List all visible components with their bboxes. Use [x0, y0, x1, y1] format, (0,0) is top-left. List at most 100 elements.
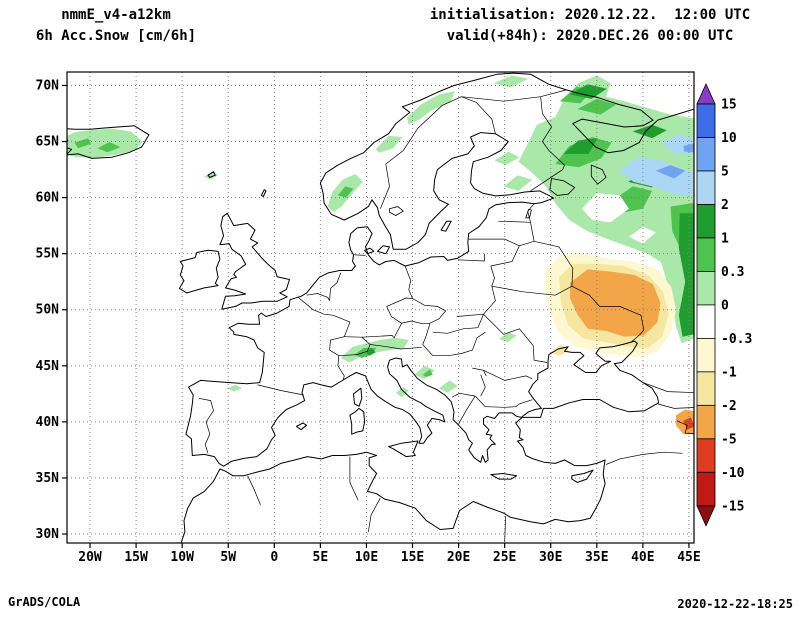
border-path [477, 314, 484, 328]
border-path [386, 297, 447, 325]
border-path [306, 293, 330, 301]
snow-region-green [422, 369, 433, 377]
border-path [344, 323, 402, 339]
border-path [457, 253, 485, 262]
colorbar-label: 0 [721, 298, 729, 313]
border-path [198, 397, 214, 454]
plot-frame [66, 71, 695, 544]
x-tick-label: 5W [220, 550, 236, 565]
country-borders [198, 89, 694, 542]
run-time-block: initialisation: 2020.12.22. 12:00 UTC va… [415, 5, 765, 47]
border-path [422, 323, 431, 345]
x-axis: 20W 15W 10W 5W 0 5E 10E 15E 20E 25E 30E 35E 40E 45E [78, 543, 701, 565]
snow-region-green [577, 98, 617, 115]
y-tick-label: 60N [36, 191, 60, 206]
coastline-path [260, 189, 267, 197]
x-tick-label: 0 [270, 550, 278, 565]
border-path [530, 96, 565, 192]
y-axis: 30N 35N 40N 45N 50N 55N 60N 65N 70N [36, 78, 67, 542]
snow-region-light_green [204, 171, 219, 180]
colorbar-band [696, 137, 716, 172]
snow-region-light_green [407, 91, 455, 125]
coastlines [67, 72, 694, 543]
snow-region-light_green [67, 128, 143, 158]
snow-region-light_green [493, 75, 529, 88]
border-path [498, 220, 531, 223]
y-tick-label: 70N [36, 78, 60, 93]
border-path [504, 516, 506, 542]
snow-region-dark_green [365, 347, 376, 356]
colorbar-label: 5 [721, 164, 729, 179]
snow-region-pale_yellow [550, 344, 570, 356]
snow-region-light_green [227, 384, 243, 392]
x-tick-label: 15W [124, 550, 148, 565]
snow-region-light_green [499, 332, 517, 343]
y-tick-label: 65N [36, 135, 60, 150]
colorbar-band [696, 103, 716, 138]
lake-outline [549, 178, 576, 196]
border-path [349, 456, 359, 501]
snow-region-dark_green [678, 213, 694, 337]
border-path [534, 240, 574, 287]
border-path [247, 475, 261, 506]
snow-region-red [683, 417, 694, 430]
colorbar-label: 2 [721, 198, 729, 213]
border-path [461, 89, 567, 102]
coastline-path [349, 407, 366, 435]
init-time: initialisation: 2020.12.22. 12:00 UTC [429, 7, 751, 23]
colorbar-label: -2 [721, 399, 737, 414]
border-path [483, 369, 533, 381]
colorbar-label: -5 [721, 432, 737, 447]
snow-region-green [337, 186, 354, 198]
border-path [485, 399, 533, 408]
coastline-path [180, 72, 694, 543]
x-tick-label: 20W [78, 550, 102, 565]
border-path [456, 313, 484, 317]
coastline-path [178, 249, 221, 294]
border-path [379, 96, 462, 209]
snow-region-white [582, 193, 629, 223]
snow-region-light_green [395, 387, 409, 398]
border-path [519, 222, 535, 247]
snow-region-light_green [494, 151, 520, 166]
coastline-path [295, 422, 308, 431]
y-tick-label: 30N [36, 527, 60, 542]
colorbar-band [696, 204, 716, 239]
lakes [389, 164, 607, 219]
valid-time: valid(+84h): 2020.DEC.26 00:00 UTC [446, 28, 734, 44]
coastline-path [388, 440, 419, 458]
x-tick-label: 25E [493, 550, 516, 565]
snow-region-dark_green [569, 84, 607, 99]
x-tick-label: 10E [355, 550, 378, 565]
snow-region-orange [570, 269, 661, 337]
x-tick-label: 45E [677, 550, 700, 565]
y-tick-label: 55N [36, 247, 60, 262]
colorbar-label: 0.3 [721, 265, 744, 280]
colorbar-band [696, 404, 716, 440]
colorbar-band [696, 337, 716, 373]
border-path [432, 327, 478, 334]
x-tick-label: 5E [313, 550, 329, 565]
snow-region-dark_green [563, 138, 598, 154]
colorbar-arrow-top [696, 83, 716, 105]
colorbar-band [696, 271, 716, 306]
coastline-path [67, 125, 150, 159]
snow-region-white [629, 226, 656, 244]
border-path [490, 245, 520, 267]
border-path [483, 313, 548, 363]
snow-region-light_green [375, 135, 403, 153]
border-path [676, 420, 694, 435]
border-path [458, 395, 476, 425]
snow-region-light_blue [655, 165, 686, 179]
colorbar-band [696, 170, 716, 205]
snow-region-dark_green [632, 124, 667, 139]
field-name: 6h Acc.Snow [cm/6h] [35, 28, 197, 44]
border-path [370, 344, 422, 350]
colorbar-band [696, 304, 716, 339]
y-tick-label: 35N [36, 471, 60, 486]
coastline-path [207, 171, 216, 178]
border-path [491, 285, 573, 296]
coastline-path [571, 469, 594, 483]
